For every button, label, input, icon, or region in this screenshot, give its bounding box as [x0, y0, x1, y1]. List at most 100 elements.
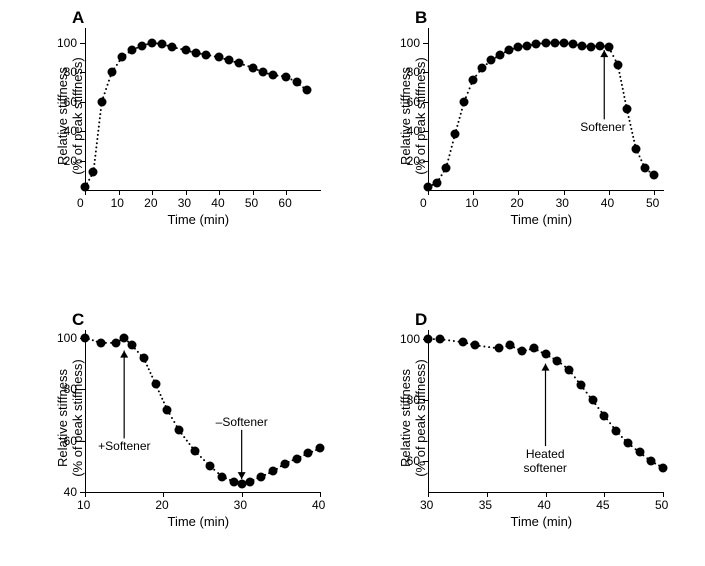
x-tick-label: 40	[312, 498, 325, 512]
y-tick-label: 40	[64, 485, 77, 499]
data-point	[81, 333, 90, 342]
y-axis-label: Relative stiffness(% of peak stiffness)	[398, 358, 428, 478]
x-tick	[286, 190, 287, 195]
data-point	[550, 38, 559, 47]
data-point	[523, 41, 532, 50]
y-tick	[423, 43, 428, 44]
x-tick-label: 10	[111, 196, 124, 210]
y-tick-label: 100	[400, 36, 420, 50]
data-point	[117, 53, 126, 62]
data-point	[292, 454, 301, 463]
data-point	[245, 477, 254, 486]
y-axis-label: Relative stiffness(% of peak stiffness)	[55, 56, 85, 176]
data-point	[292, 78, 301, 87]
x-tick-label: 30	[556, 196, 569, 210]
data-point	[148, 38, 157, 47]
data-point	[89, 168, 98, 177]
data-point	[649, 171, 658, 180]
data-point	[269, 467, 278, 476]
x-tick	[253, 190, 254, 195]
x-tick	[119, 190, 120, 195]
data-point	[586, 43, 595, 52]
x-tick	[219, 190, 220, 195]
data-point	[280, 459, 289, 468]
data-point	[631, 144, 640, 153]
data-point	[460, 97, 469, 106]
x-tick	[663, 492, 664, 497]
data-point	[138, 41, 147, 50]
panel-label: C	[72, 310, 84, 330]
x-tick-label: 20	[144, 196, 157, 210]
x-tick-label: 45	[596, 498, 609, 512]
x-axis-label: Time (min)	[511, 514, 573, 529]
data-point	[623, 439, 632, 448]
data-point	[96, 338, 105, 347]
data-point	[577, 41, 586, 50]
data-point	[163, 405, 172, 414]
x-tick	[152, 190, 153, 195]
data-point	[451, 130, 460, 139]
data-point	[302, 85, 311, 94]
data-point	[514, 43, 523, 52]
data-point	[175, 426, 184, 435]
x-tick	[654, 190, 655, 195]
data-point	[235, 59, 244, 68]
data-point	[471, 341, 480, 350]
annotation-heated-softener: Heatedsoftener	[524, 447, 567, 475]
x-tick	[518, 190, 519, 195]
x-tick-label: 20	[155, 498, 168, 512]
data-point	[206, 462, 215, 471]
data-point	[576, 381, 585, 390]
data-point	[640, 163, 649, 172]
data-point	[120, 333, 129, 342]
x-tick	[487, 492, 488, 497]
annotation-plus-softener: +Softener	[98, 439, 150, 453]
data-point	[215, 53, 224, 62]
x-axis-label: Time (min)	[168, 212, 230, 227]
y-axis-label: Relative stiffness(% of peak stiffness)	[398, 56, 428, 176]
data-point	[622, 105, 631, 114]
data-point	[553, 356, 562, 365]
x-tick-label: 20	[510, 196, 523, 210]
data-point	[433, 178, 442, 187]
data-point	[424, 335, 433, 344]
x-tick	[242, 492, 243, 497]
y-axis-label: Relative stiffness(% of peak stiffness)	[55, 358, 85, 478]
data-point	[282, 72, 291, 81]
x-tick	[564, 190, 565, 195]
x-tick	[473, 190, 474, 195]
x-tick-label: 30	[420, 498, 433, 512]
x-tick	[85, 492, 86, 497]
data-point	[459, 338, 468, 347]
data-point	[588, 396, 597, 405]
x-axis-label: Time (min)	[168, 514, 230, 529]
data-point	[158, 40, 167, 49]
x-tick-label: 50	[646, 196, 659, 210]
x-tick-label: 60	[278, 196, 291, 210]
data-point	[568, 40, 577, 49]
x-tick-label: 30	[178, 196, 191, 210]
data-point	[647, 457, 656, 466]
data-point	[529, 344, 538, 353]
data-point	[258, 68, 267, 77]
data-point	[151, 380, 160, 389]
data-point	[478, 63, 487, 72]
x-tick	[546, 492, 547, 497]
data-point	[604, 43, 613, 52]
data-point	[97, 97, 106, 106]
data-point	[181, 46, 190, 55]
x-tick-label: 0	[77, 196, 84, 210]
data-point	[612, 426, 621, 435]
data-point	[469, 75, 478, 84]
x-tick-label: 10	[77, 498, 90, 512]
data-point	[201, 50, 210, 59]
data-point	[316, 444, 325, 453]
data-point	[269, 71, 278, 80]
data-point	[168, 43, 177, 52]
data-point	[128, 341, 137, 350]
data-point	[505, 46, 514, 55]
data-point	[128, 46, 137, 55]
x-tick	[186, 190, 187, 195]
data-point	[424, 183, 433, 192]
annotation-minus-softener: –Softener	[216, 415, 268, 429]
